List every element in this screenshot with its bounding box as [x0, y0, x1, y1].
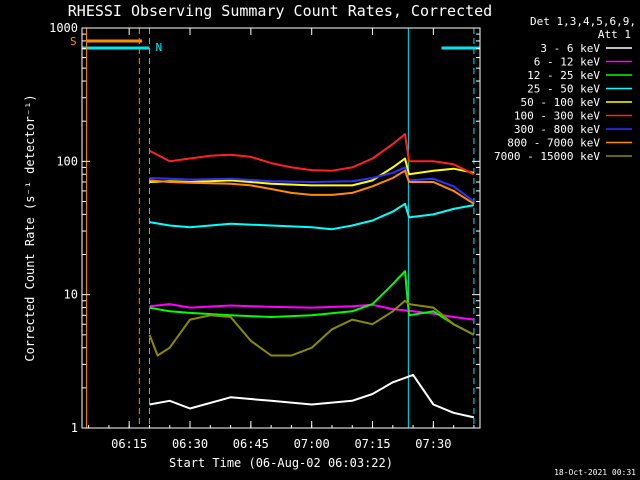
legend-entry-8: 800 - 7000 keV [507, 137, 600, 150]
legend-entry-4: 25 - 50 keV [527, 83, 600, 96]
series-line-2 [149, 303, 475, 321]
x-tick-label: 07:15 [354, 437, 390, 451]
series-line-8 [149, 169, 475, 205]
x-tick-label: 06:45 [233, 437, 269, 451]
series-line-1 [149, 373, 475, 419]
series-layer [148, 133, 475, 419]
y-tick-label: 1 [71, 421, 78, 435]
legend-entry-1: 3 - 6 keV [540, 42, 600, 55]
chart-title: RHESSI Observing Summary Count Rates, Co… [68, 2, 492, 20]
sun-flag-label: S [70, 35, 77, 48]
series-line-7 [149, 166, 475, 203]
legend-entry-6: 100 - 300 keV [514, 110, 600, 123]
legend-entry-7: 300 - 800 keV [514, 123, 600, 136]
legend-entry-5: 50 - 100 keV [521, 96, 601, 109]
y-tick-label: 10 [64, 288, 78, 302]
y-tick-label: 100 [56, 154, 78, 168]
x-tick-label: 07:30 [415, 437, 451, 451]
y-tick-label: 1000 [49, 21, 78, 35]
series-line-6 [149, 133, 475, 176]
series-line-4 [149, 202, 475, 231]
night-flag-label: N [155, 41, 162, 54]
legend-entry-3: 12 - 25 keV [527, 69, 600, 82]
legend-entry-9: 7000 - 15000 keV [494, 150, 600, 163]
plot-frame [81, 27, 481, 429]
y-axis-label: Corrected Count Rate (s⁻¹ detector⁻¹) [23, 94, 37, 361]
x-tick-label: 06:30 [172, 437, 208, 451]
legend-entry-2: 6 - 12 keV [534, 56, 601, 69]
series-line-9 [148, 299, 475, 357]
x-axis-label: Start Time (06-Aug-02 06:03:22) [169, 456, 393, 470]
x-axis: 06:15 06:30 06:45 07:00 07:15 07:30 [88, 28, 475, 451]
timestamp: 18-Oct-2021 00:31 [554, 468, 636, 477]
legend-header-line1: Det 1,3,4,5,6,9, [530, 15, 636, 28]
series-line-3 [149, 270, 475, 336]
series-line-5 [149, 157, 475, 187]
x-tick-label: 07:00 [294, 437, 330, 451]
x-tick-label: 06:15 [111, 437, 147, 451]
legend-header-line2: Att 1 [598, 28, 631, 41]
y-axis: 1 10 100 1000 [49, 21, 480, 435]
